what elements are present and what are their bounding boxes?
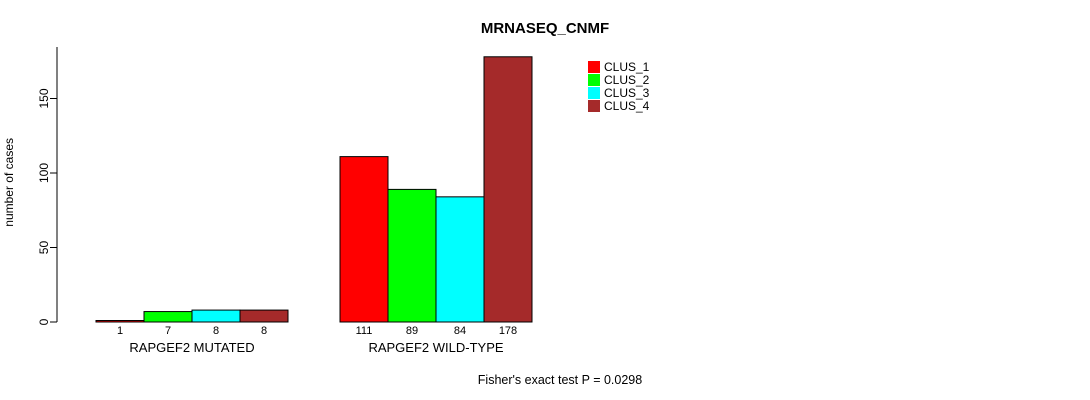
y-tick-label: 100 xyxy=(37,163,51,183)
legend-label-clus-2: CLUS_2 xyxy=(604,72,650,87)
category-label: RAPGEF2 WILD-TYPE xyxy=(368,340,503,355)
bar-clus_1 xyxy=(339,156,389,323)
bar-value-label: 1 xyxy=(117,325,123,337)
legend: CLUS_1 CLUS_2 CLUS_3 CLUS_4 xyxy=(588,59,650,113)
y-tick-label: 0 xyxy=(37,318,51,325)
bar-value-label: 84 xyxy=(454,325,466,337)
bar-clus_1 xyxy=(95,320,145,323)
legend-item-clus-2: CLUS_2 xyxy=(588,72,650,87)
bar-clus_4 xyxy=(483,56,533,323)
bar-clus_3 xyxy=(435,196,485,323)
legend-swatch-clus-1 xyxy=(588,60,600,73)
bar-value-label: 89 xyxy=(406,325,418,337)
legend-label-clus-1: CLUS_1 xyxy=(604,59,650,74)
bar-value-label: 8 xyxy=(213,325,219,337)
y-tick-label: 50 xyxy=(37,241,51,255)
bar-value-label: 178 xyxy=(499,325,517,337)
legend-item-clus-4: CLUS_4 xyxy=(588,98,650,113)
bar-clus_4 xyxy=(239,309,289,323)
bar-value-label: 7 xyxy=(165,325,171,337)
chart-title: MRNASEQ_CNMF xyxy=(480,20,610,37)
legend-swatch-clus-3 xyxy=(588,86,600,99)
legend-label-clus-4: CLUS_4 xyxy=(604,98,650,113)
bar-clus_3 xyxy=(191,309,241,323)
legend-swatch-clus-4 xyxy=(588,99,600,112)
legend-label-clus-3: CLUS_3 xyxy=(604,85,650,100)
category-label: RAPGEF2 MUTATED xyxy=(129,340,254,355)
bar-value-label: 111 xyxy=(356,325,373,337)
legend-swatch-clus-2 xyxy=(588,73,600,86)
y-tick-label: 150 xyxy=(37,88,51,108)
bar-clus_2 xyxy=(387,188,437,323)
bar-clus_2 xyxy=(143,311,193,323)
stat-annotation: Fisher's exact test P = 0.0298 xyxy=(477,373,643,387)
legend-item-clus-3: CLUS_3 xyxy=(588,85,650,100)
bar-value-label: 8 xyxy=(261,325,267,337)
legend-item-clus-1: CLUS_1 xyxy=(588,59,650,74)
